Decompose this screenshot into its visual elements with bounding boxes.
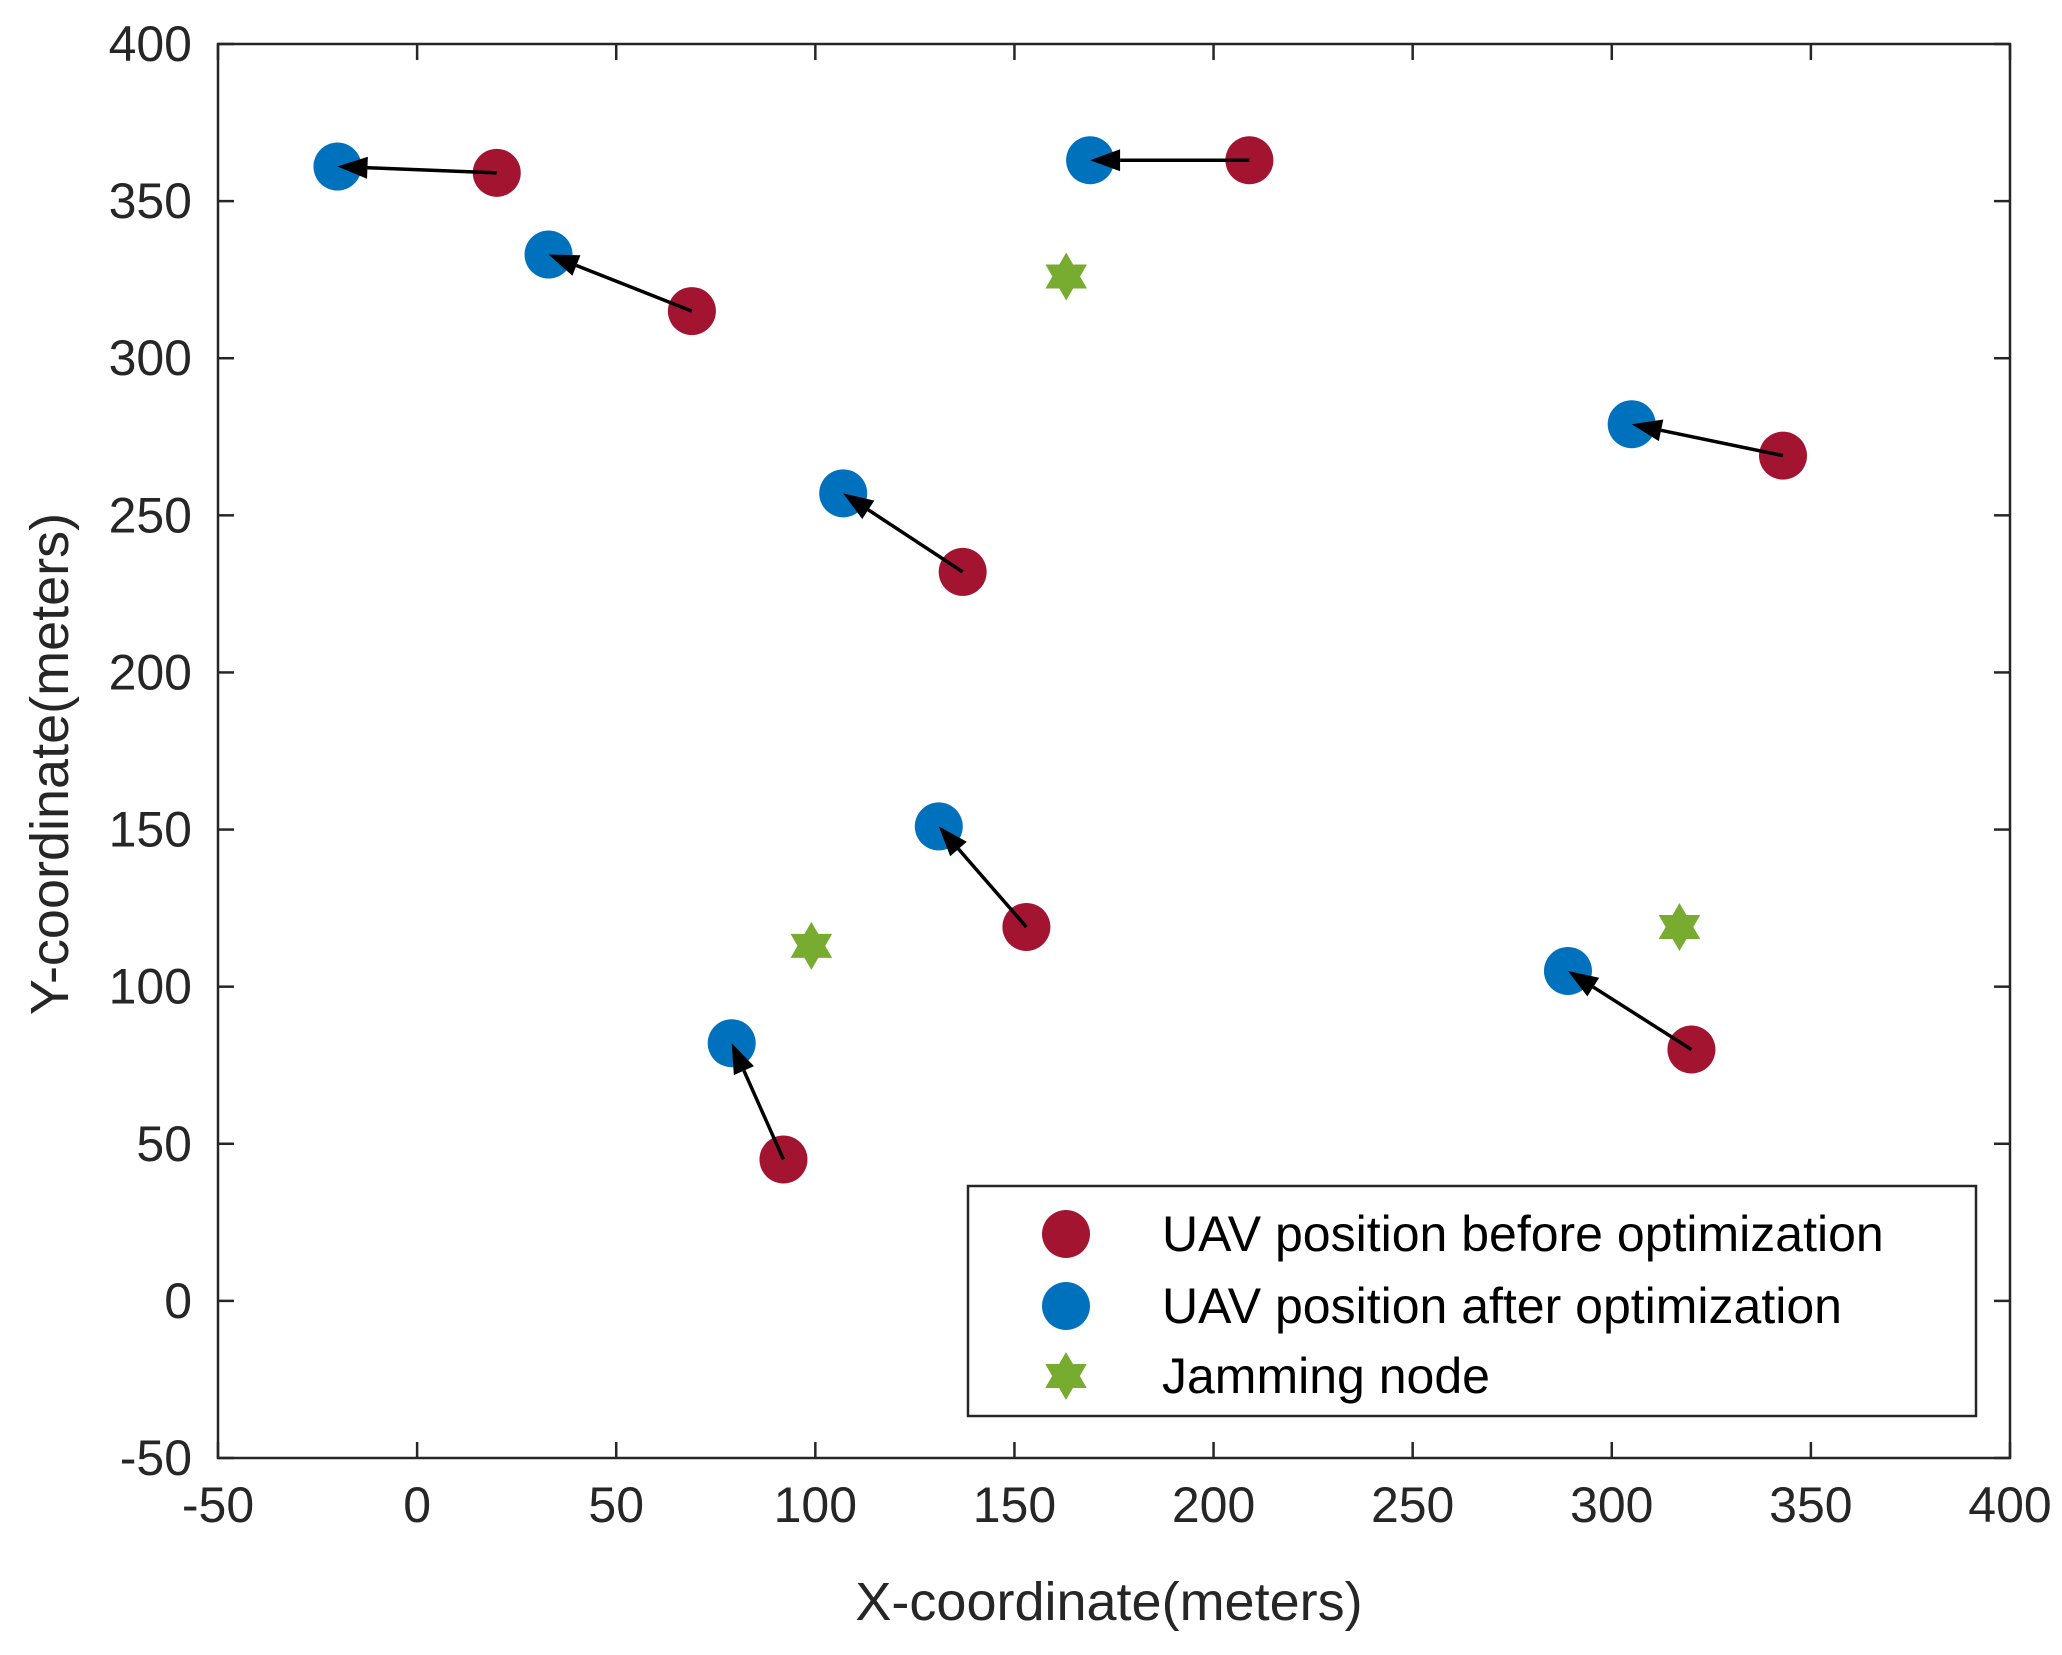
jamming-node-marker (1658, 902, 1701, 951)
x-tick-label: 300 (1570, 1477, 1653, 1533)
x-tick-label: 250 (1371, 1477, 1454, 1533)
plot-frame (216, 42, 2012, 1460)
legend-uav-after-marker (1042, 1282, 1090, 1330)
arrow-head (1631, 419, 1664, 442)
arrow-shaft (957, 847, 1028, 929)
arrows-layer (337, 149, 1784, 1161)
y-tick-label: 400 (109, 16, 192, 72)
legend-entry-label: Jamming node (1162, 1348, 1490, 1404)
legend-entry-label: UAV position after optimization (1162, 1278, 1842, 1334)
x-tick-label: 150 (973, 1477, 1056, 1533)
arrow-head (938, 826, 967, 857)
y-tick-label: 350 (109, 173, 192, 229)
legend-uav-before-marker (1042, 1210, 1090, 1258)
movement-arrow (1090, 149, 1250, 172)
y-tick-label: 250 (109, 487, 192, 543)
arrow-head (731, 1043, 754, 1076)
arrow-head (843, 493, 875, 520)
arrow-head (1090, 149, 1121, 172)
x-tick-label: 100 (774, 1477, 857, 1533)
movement-arrow (548, 254, 693, 313)
arrow-shaft (1660, 428, 1784, 458)
axes-layer (216, 42, 2012, 1460)
movement-arrow (843, 493, 964, 574)
arrow-shaft (1592, 985, 1693, 1051)
movement-arrow (938, 826, 1028, 929)
uav-after-marker (524, 230, 573, 279)
x-tick-label: 350 (1769, 1477, 1852, 1533)
jamming-node-marker (1045, 252, 1088, 301)
arrow-head (548, 254, 581, 276)
x-tick-label: 50 (588, 1477, 644, 1533)
arrow-shaft (575, 263, 693, 313)
arrow-shaft (867, 508, 964, 574)
jamming-node-marker (790, 921, 833, 970)
x-axis-label: X-coordinate(meters) (855, 1572, 1362, 1632)
x-tick-label: 400 (1968, 1477, 2051, 1533)
x-tick-label: 0 (403, 1477, 431, 1533)
arrow-shaft (367, 165, 497, 175)
arrow-head (337, 156, 368, 179)
arrow-head (1567, 970, 1600, 997)
y-tick-label: 50 (136, 1116, 192, 1172)
legend-jamming-node-marker (1045, 1351, 1087, 1401)
y-tick-label: 150 (109, 802, 192, 858)
movement-arrow (731, 1043, 786, 1161)
arrow-shaft (742, 1069, 786, 1161)
movement-arrow (1631, 419, 1784, 458)
y-tick-label: 100 (109, 959, 192, 1015)
y-axis-label: Y-coordinate(meters) (20, 513, 80, 1015)
y-tick-label: 0 (164, 1273, 192, 1329)
y-tick-label: 300 (109, 330, 192, 386)
movement-arrow (1567, 970, 1693, 1051)
x-tick-label: 200 (1172, 1477, 1255, 1533)
legend: UAV position before optimization UAV posi… (966, 1184, 1978, 1418)
movement-arrow (337, 156, 497, 179)
y-tick-label: 200 (109, 644, 192, 700)
x-tick-label: -50 (182, 1477, 254, 1533)
legend-entry-label: UAV position before optimization (1162, 1206, 1884, 1262)
ticks-layer: -50 0 50 100 150 200 250 300 350 400 -50 0 50 100 150 2… (109, 16, 2052, 1533)
legend-box (966, 1184, 1978, 1418)
y-tick-label: -50 (120, 1430, 192, 1486)
